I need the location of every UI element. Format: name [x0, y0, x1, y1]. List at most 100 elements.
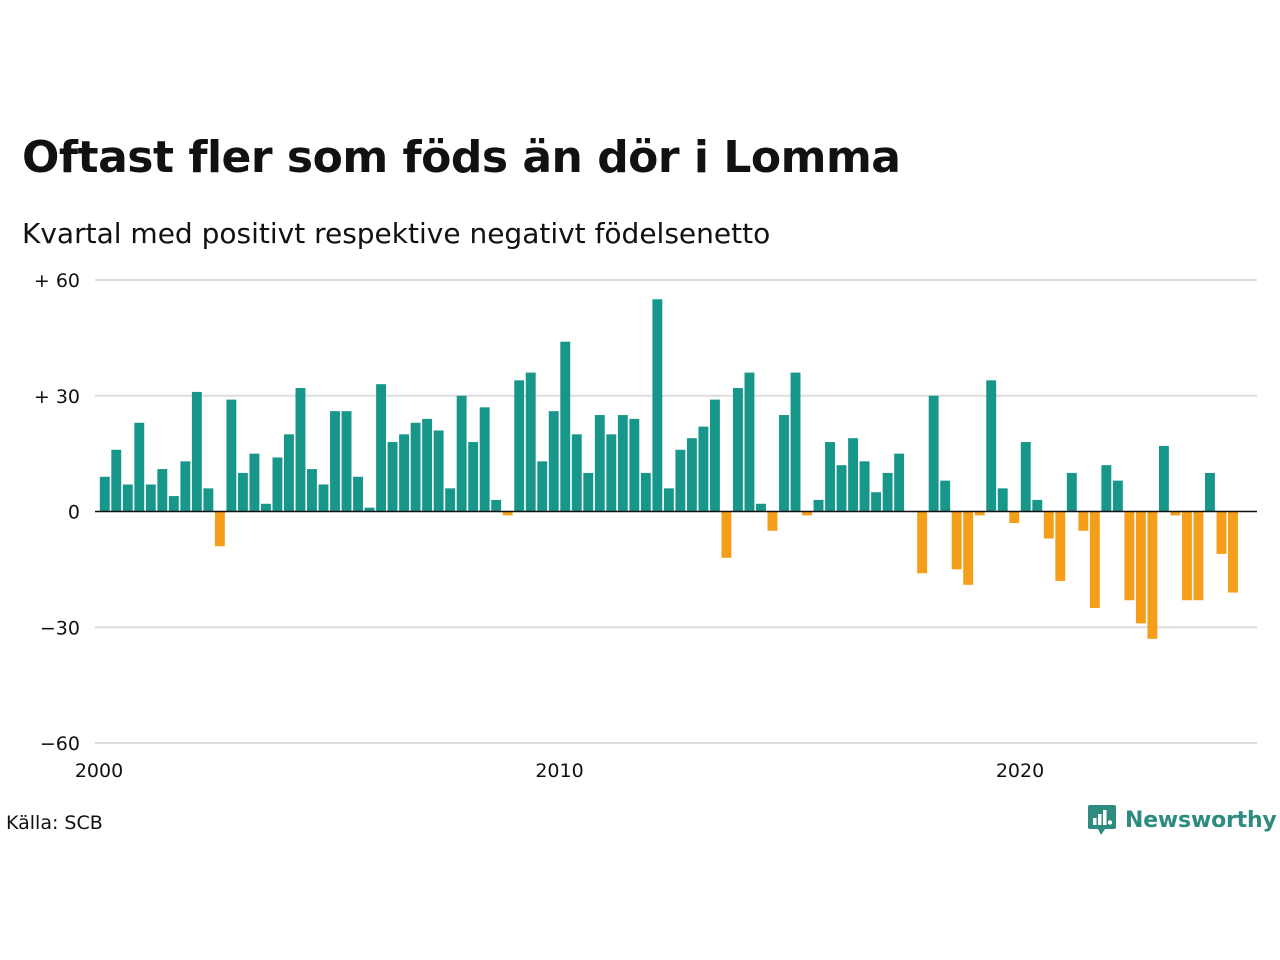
- bar: [813, 499, 824, 512]
- bar: [1078, 511, 1089, 531]
- bar: [387, 442, 398, 512]
- bar: [571, 434, 582, 512]
- bar: [836, 465, 847, 512]
- bar: [882, 472, 893, 512]
- bar: [1135, 511, 1146, 624]
- bar: [226, 399, 237, 512]
- bar: [859, 461, 870, 512]
- bar: [479, 407, 490, 512]
- bar: [744, 372, 755, 512]
- bar: [698, 426, 709, 512]
- brand-name: Newsworthy: [1125, 807, 1277, 833]
- y-tick-label: −30: [40, 617, 80, 639]
- bar: [307, 469, 317, 512]
- bar: [629, 418, 640, 512]
- bar: [790, 372, 801, 512]
- bar: [364, 507, 375, 512]
- bar: [732, 388, 743, 512]
- bar: [997, 488, 1008, 512]
- bar: [606, 434, 617, 512]
- bar: [594, 415, 605, 512]
- bar: [260, 503, 271, 512]
- bar: [802, 511, 812, 516]
- bar: [514, 380, 525, 512]
- bar: [1020, 442, 1031, 512]
- bar: [1193, 511, 1204, 601]
- bar: [376, 384, 387, 512]
- bar: [928, 395, 939, 512]
- bar: [1228, 511, 1238, 593]
- bar: [560, 341, 571, 512]
- bar: [986, 380, 997, 512]
- bar: [525, 372, 536, 512]
- bar: [825, 442, 835, 512]
- bar: [237, 472, 248, 512]
- grid-layer: [95, 279, 1257, 744]
- bar: [1101, 465, 1112, 512]
- bar: [779, 415, 789, 512]
- bar: [1066, 472, 1077, 512]
- bar: [974, 511, 985, 516]
- bar: [445, 488, 456, 512]
- bar: [203, 488, 214, 512]
- bar: [1170, 511, 1181, 516]
- source-note: Källa: SCB: [6, 812, 103, 834]
- bar: [111, 449, 122, 512]
- bar: [663, 488, 674, 512]
- bar: [99, 476, 110, 512]
- bars-layer: [99, 299, 1238, 639]
- bar: [1089, 511, 1100, 608]
- x-tick-label: 2010: [535, 760, 583, 782]
- bar: [1032, 499, 1043, 512]
- bar: [848, 438, 859, 512]
- bar: [422, 418, 433, 512]
- bar: [399, 434, 410, 512]
- bar: [1112, 480, 1123, 512]
- bar: [871, 492, 882, 512]
- bar: [433, 430, 444, 512]
- chart-title: Oftast fler som föds än dör i Lomma: [22, 132, 901, 183]
- bar: [548, 411, 559, 512]
- newsworthy-logo-icon: [1088, 805, 1116, 835]
- bar: [767, 511, 778, 531]
- bar: [537, 461, 548, 512]
- x-tick-label: 2020: [996, 760, 1044, 782]
- bar: [214, 511, 225, 547]
- bar: [583, 472, 594, 512]
- bar-chart: + 60 + 30 0 −30 −60 2000 2010 2020: [34, 270, 1257, 782]
- bar: [1009, 511, 1020, 524]
- y-tick-label: 0: [68, 502, 80, 524]
- bar: [502, 511, 513, 516]
- bar: [709, 399, 720, 512]
- bar: [468, 442, 479, 512]
- bar: [686, 438, 697, 512]
- x-tick-label: 2000: [75, 760, 123, 782]
- bar: [1055, 511, 1066, 581]
- chart-subtitle: Kvartal med positivt respektive negativt…: [22, 217, 771, 250]
- bar: [318, 484, 329, 512]
- bar: [940, 480, 951, 512]
- bar: [894, 453, 905, 512]
- y-tick-label: + 30: [34, 386, 80, 408]
- axis-layer: + 60 + 30 0 −30 −60 2000 2010 2020: [34, 270, 1257, 782]
- bar: [963, 511, 974, 585]
- y-tick-label: −60: [40, 733, 80, 755]
- bar: [617, 415, 628, 512]
- bar: [1216, 511, 1227, 554]
- brand-logo: Newsworthy: [1087, 803, 1277, 837]
- bar: [1043, 511, 1054, 539]
- bar: [249, 453, 260, 512]
- bar: [145, 484, 156, 512]
- bar: [410, 422, 421, 512]
- bar: [330, 411, 340, 512]
- bar: [157, 469, 168, 512]
- bar: [341, 411, 352, 512]
- bar: [1205, 472, 1215, 512]
- bar: [951, 511, 962, 570]
- bar: [675, 449, 686, 512]
- bar: [284, 434, 294, 512]
- bar: [168, 496, 179, 512]
- bar: [272, 457, 283, 512]
- bar: [1181, 511, 1192, 601]
- bar: [491, 499, 502, 512]
